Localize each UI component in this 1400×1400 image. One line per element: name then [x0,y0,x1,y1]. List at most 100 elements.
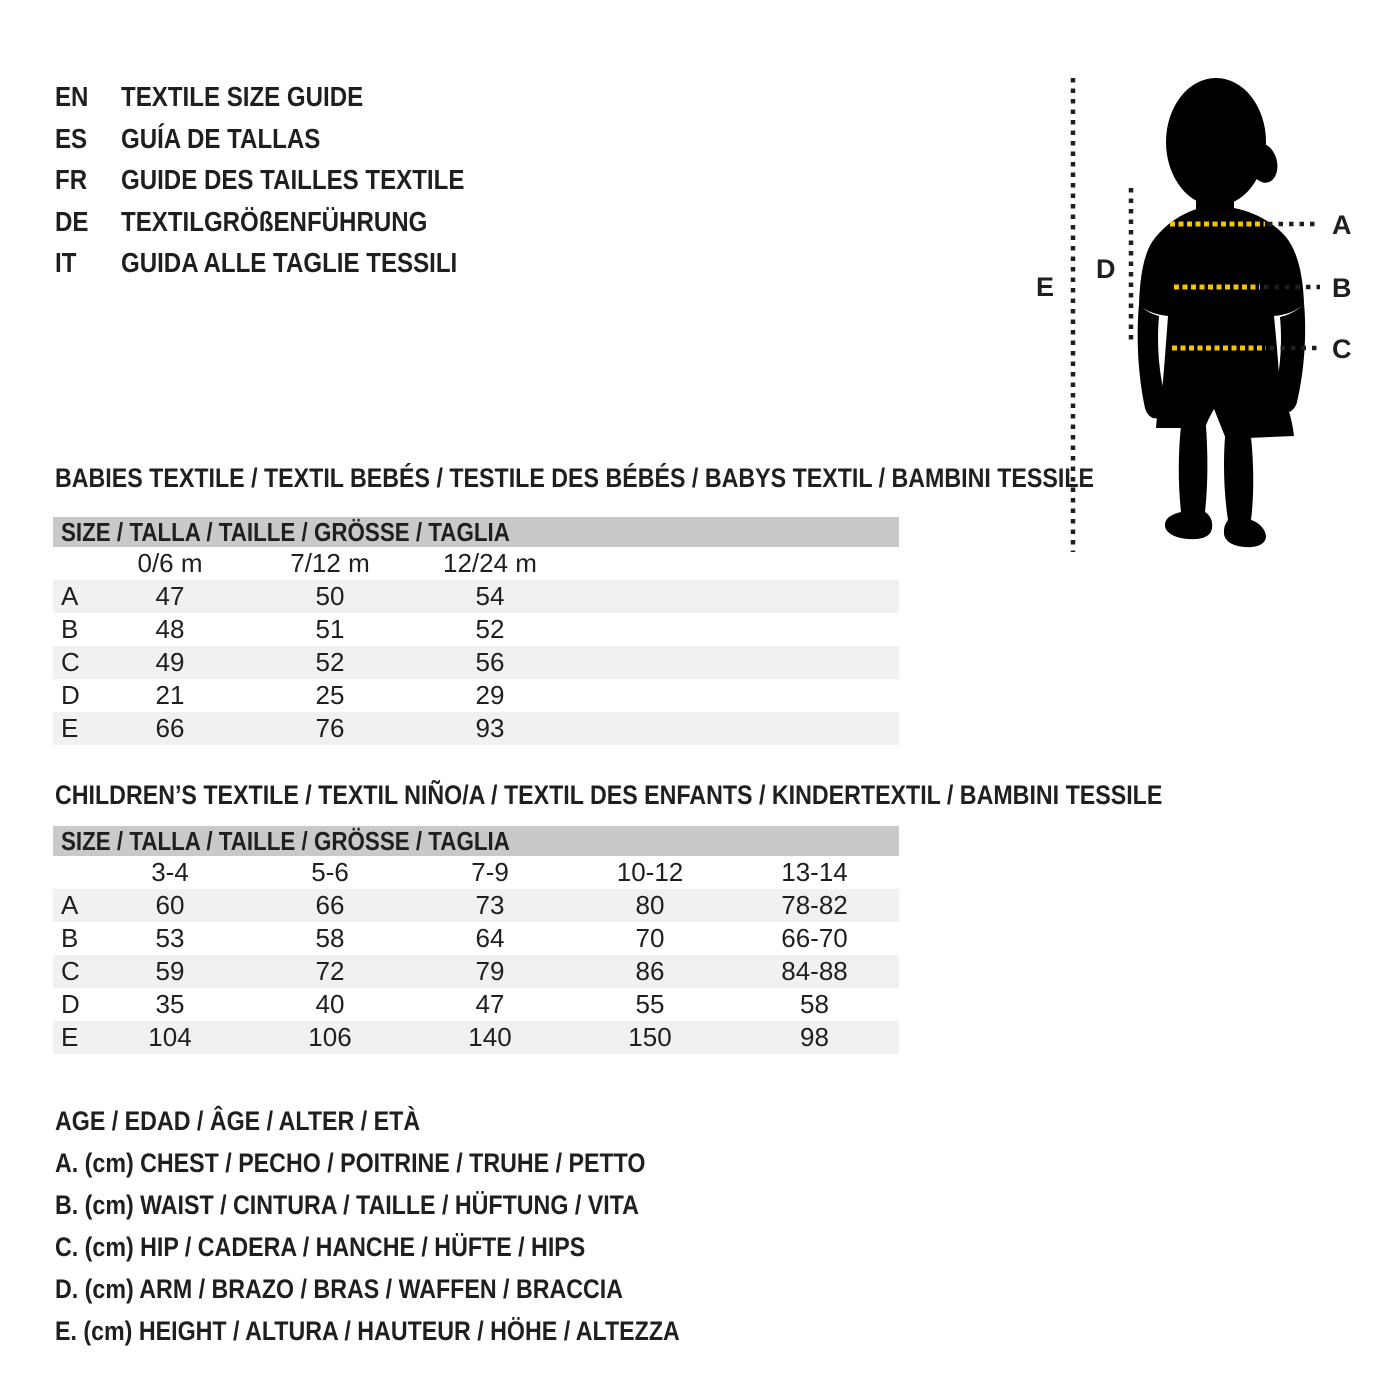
cell: 78-82 [781,890,848,920]
cell: 150 [628,1022,672,1052]
figure-label-c: C [1332,334,1352,364]
cell: 51 [315,614,345,644]
legend-item: B. (cm) WAIST / CINTURA / TAILLE / HÜFTU… [55,1190,639,1220]
row-label: A [61,581,79,611]
column-header: 13-14 [781,857,848,887]
language-code: EN [55,81,89,112]
cell: 80 [635,890,665,920]
measurement-figure: A B C D E [1036,78,1352,552]
language-title: GUÍA DE TALLAS [121,122,321,154]
language-row: DE TEXTILGRÖßENFÜHRUNG [55,201,520,243]
cell: 29 [475,680,505,710]
table-row: E 104 106 140 150 98 [53,1021,899,1054]
column-header: 7-9 [471,857,509,887]
table-row: C 49 52 56 [53,646,899,679]
cell: 64 [475,923,505,953]
legend-item: C. (cm) HIP / CADERA / HANCHE / HÜFTE / … [55,1232,586,1262]
table-row: D 21 25 29 [53,679,899,712]
language-title: GUIDE DES TAILLES TEXTILE [121,164,465,195]
table-row: A 60 66 73 80 78-82 [53,889,899,922]
language-list: EN TEXTILE SIZE GUIDE ES GUÍA DE TALLAS … [55,76,520,284]
size-header-bar: SIZE / TALLA / TAILLE / GRÖSSE / TAGLIA [53,517,899,547]
cell: 52 [475,614,505,644]
row-label: C [61,647,80,677]
legend-item: D. (cm) ARM / BRAZO / BRAS / WAFFEN / BR… [55,1274,624,1304]
cell: 58 [315,923,345,953]
column-header: 0/6 m [137,548,203,578]
cell: 66-70 [781,923,848,953]
cell: 70 [635,923,665,953]
measurement-legend: AGE / EDAD / ÂGE / ALTER / ETÀ A. (cm) C… [55,1100,781,1352]
figure-label-d: D [1096,254,1116,284]
cell: 47 [155,581,185,611]
cell: 50 [315,581,345,611]
cell: 54 [475,581,505,611]
row-label: E [61,1022,79,1052]
language-row: ES GUÍA DE TALLAS [55,118,520,160]
cell: 52 [315,647,345,677]
figure-label-e: E [1036,272,1054,302]
size-header-bar: SIZE / TALLA / TAILLE / GRÖSSE / TAGLIA [53,826,899,856]
cell: 58 [800,989,829,1019]
cell: 76 [315,713,345,743]
children-size-table: SIZE / TALLA / TAILLE / GRÖSSE / TAGLIA … [53,826,899,1054]
cell: 72 [315,956,345,986]
babies-size-table: SIZE / TALLA / TAILLE / GRÖSSE / TAGLIA … [53,517,899,745]
table-row: B 48 51 52 [53,613,899,646]
cell: 73 [475,890,505,920]
row-label: E [61,713,79,743]
row-label: B [61,614,79,644]
cell: 79 [475,956,505,986]
legend-item: E. (cm) HEIGHT / ALTURA / HAUTEUR / HÖHE… [55,1316,680,1346]
cell: 66 [155,713,185,743]
cell: 47 [475,989,505,1019]
row-label: A [61,890,79,920]
language-title: TEXTILE SIZE GUIDE [121,81,364,112]
cell: 21 [155,680,185,710]
column-header-row: 3-4 5-6 7-9 10-12 13-14 [53,856,899,889]
cell: 25 [315,680,345,710]
cell: 53 [155,923,185,953]
legend-age-line: AGE / EDAD / ÂGE / ALTER / ETÀ [55,1106,421,1136]
cell: 35 [155,989,185,1019]
cell: 140 [468,1022,512,1052]
cell: 40 [315,989,345,1019]
language-title: TEXTILGRÖßENFÜHRUNG [121,205,428,237]
language-code: FR [55,164,88,195]
row-label: C [61,956,80,986]
table-row: E 66 76 93 [53,712,899,745]
language-code: DE [55,205,89,237]
language-title: GUIDA ALLE TAGLIE TESSILI [121,247,458,278]
cell: 56 [475,647,505,677]
table-row: B 53 58 64 70 66-70 [53,922,899,955]
language-row: EN TEXTILE SIZE GUIDE [55,76,520,118]
child-silhouette-icon [1137,78,1306,548]
children-section-title: CHILDREN’S TEXTILE / TEXTIL NIÑO/A / TEX… [55,780,1163,810]
cell: 48 [155,614,185,644]
language-row: FR GUIDE DES TAILLES TEXTILE [55,159,520,201]
column-header: 10-12 [616,857,684,887]
cell: 59 [155,956,185,986]
babies-section-title: BABIES TEXTILE / TEXTIL BEBÉS / TESTILE … [55,463,1095,493]
cell: 86 [635,956,665,986]
table-row: A 47 50 54 [53,580,899,613]
column-header-row: 0/6 m 7/12 m 12/24 m [53,547,899,580]
cell: 55 [635,989,665,1019]
legend-item: A. (cm) CHEST / PECHO / POITRINE / TRUHE… [55,1148,646,1178]
cell: 106 [308,1022,352,1052]
cell: 49 [155,647,185,677]
row-label: D [61,680,80,710]
row-label: B [61,923,79,953]
column-header: 12/24 m [443,548,537,578]
table-row: D 35 40 47 55 58 [53,988,899,1021]
row-label: D [61,989,80,1019]
cell: 84-88 [781,956,848,986]
language-row: IT GUIDA ALLE TAGLIE TESSILI [55,242,520,284]
column-header: 7/12 m [290,548,370,578]
table-row: C 59 72 79 86 84-88 [53,955,899,988]
figure-label-b: B [1332,273,1352,303]
cell: 98 [800,1022,829,1052]
language-code: IT [55,247,77,278]
cell: 104 [148,1022,192,1052]
